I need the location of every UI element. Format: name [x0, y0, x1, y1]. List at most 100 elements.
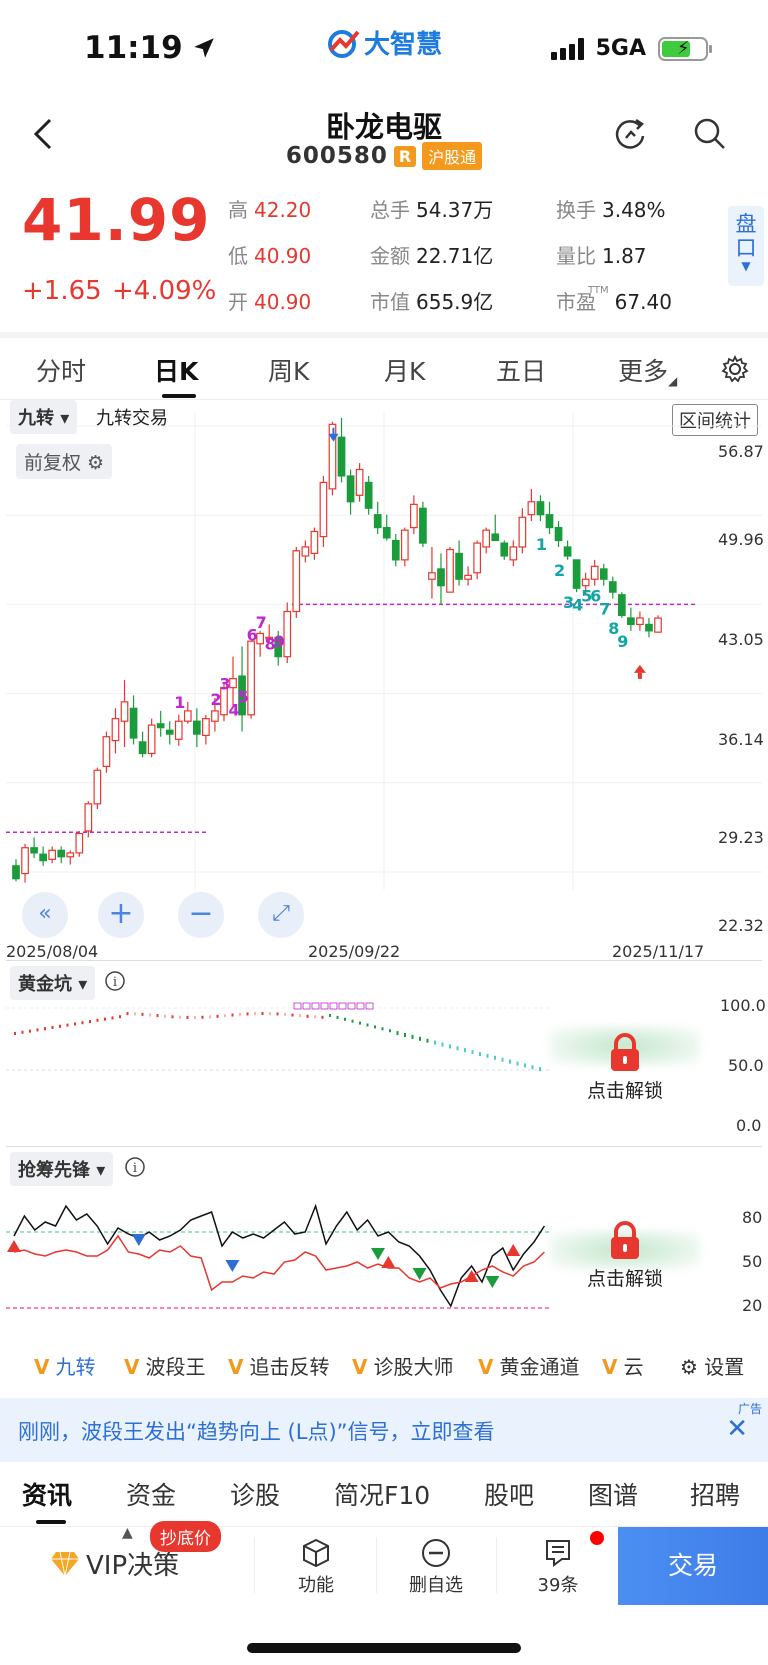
info-tab-f10[interactable]: 简况F10	[334, 1481, 431, 1510]
adjust-selector[interactable]: 前复权 ⚙	[16, 444, 113, 479]
indicator-name: 九转交易	[96, 408, 168, 429]
pankou-button[interactable]: 盘口 ▼	[728, 206, 764, 286]
info-tab-funds[interactable]: 资金	[126, 1481, 177, 1510]
candle	[536, 495, 545, 522]
sub1-unlock[interactable]: 点击解锁	[550, 1026, 700, 1103]
info-tab-graph[interactable]: 图谱	[588, 1481, 639, 1510]
info-tab-jobs[interactable]: 招聘	[690, 1481, 741, 1510]
stock-code-row: 600580 R 沪股通	[0, 142, 768, 170]
refresh-icon[interactable]	[610, 114, 650, 154]
tool-zhengu[interactable]: V 诊股大师	[352, 1355, 454, 1379]
candle-body	[39, 853, 47, 862]
fullscreen-button[interactable]: ⤢	[258, 892, 304, 938]
messages-button[interactable]: 39条	[518, 1535, 598, 1597]
badge-exchange[interactable]: 沪股通	[422, 142, 483, 170]
candle-body	[554, 526, 563, 542]
close-icon[interactable]: ✕	[726, 1414, 748, 1444]
candle-body	[93, 769, 102, 805]
td-count-label: 6	[590, 587, 601, 606]
candle-body	[627, 617, 635, 626]
tab-monthly-k[interactable]: 月K	[384, 357, 426, 386]
back-icon[interactable]	[28, 114, 58, 154]
candle	[247, 640, 255, 719]
tab-weekly-k[interactable]: 周K	[268, 357, 310, 386]
info-tab-diagnosis[interactable]: 诊股	[230, 1481, 281, 1510]
sub1-box-mark	[365, 1002, 374, 1010]
candle-body	[654, 617, 662, 633]
sub1-dot	[224, 1014, 226, 1018]
indicator-selector[interactable]: 九转 ▾	[10, 400, 78, 434]
sub1-dot	[426, 1038, 429, 1043]
candle-body	[120, 701, 129, 722]
func-button[interactable]: 功能	[276, 1535, 356, 1597]
td-count-label: 4	[572, 596, 583, 615]
sub2-sell-marker	[131, 1234, 146, 1246]
candle-body	[138, 741, 147, 755]
candle-body	[400, 529, 409, 561]
chart-settings-icon[interactable]	[720, 354, 750, 384]
sub1-dot	[261, 1012, 264, 1015]
trade-button[interactable]: 交易	[618, 1527, 768, 1605]
candle-body	[174, 720, 183, 740]
zoom-in-button[interactable]: +	[98, 892, 144, 938]
tool-boduanwang[interactable]: V 波段王	[124, 1355, 206, 1379]
candle-body	[337, 436, 346, 477]
candle	[464, 566, 472, 586]
sub1-dot	[21, 1030, 24, 1034]
svg-text:i: i	[113, 975, 117, 990]
quote-open: 开 40.90	[228, 290, 312, 314]
sub1-dot	[314, 1015, 316, 1019]
info-tab-news[interactable]: 资讯	[22, 1481, 73, 1510]
tab-five-day[interactable]: 五日	[496, 357, 547, 386]
sub1-info-icon[interactable]: i	[104, 970, 126, 992]
tab-daily-k[interactable]: 日K	[154, 357, 199, 386]
candle	[310, 527, 319, 560]
sub1-dot	[81, 1021, 84, 1025]
ad-banner[interactable]: 刚刚，波段王发出“趋势向上 (L点)”信号，立即查看 广告 ✕	[0, 1398, 768, 1462]
td-count-label: 5	[238, 688, 249, 707]
vip-decision-button[interactable]: VIP决策	[50, 1545, 179, 1582]
sub1-dot	[74, 1022, 76, 1026]
candle	[355, 463, 364, 502]
candle	[211, 697, 219, 732]
sub1-dot	[209, 1015, 211, 1019]
sub2-info-icon[interactable]: i	[124, 1156, 146, 1178]
quote-high: 高 42.20	[228, 198, 312, 222]
tab-intraday[interactable]: 分时	[36, 357, 87, 386]
tool-jiuzhuan[interactable]: V 九转	[34, 1355, 96, 1379]
tool-settings[interactable]: ⚙ 设置	[676, 1351, 745, 1380]
tool-huangjin[interactable]: V 黄金通道	[478, 1355, 580, 1379]
bottom-divider	[254, 1537, 255, 1593]
scroll-left-button[interactable]: «	[22, 892, 68, 938]
sub1-selector[interactable]: 黄金坑 ▾	[10, 966, 96, 1000]
sub1-dot	[299, 1014, 301, 1018]
chat-icon	[546, 1540, 570, 1567]
candle-body	[527, 501, 536, 516]
candle-body	[636, 617, 644, 626]
sub1-box-mark	[311, 1002, 320, 1010]
candle	[400, 527, 409, 567]
candle-body	[84, 803, 93, 832]
candle	[39, 846, 47, 866]
ad-text[interactable]: 刚刚，波段王发出“趋势向上 (L点)”信号，立即查看	[18, 1420, 495, 1444]
tool-zhuiji[interactable]: V 追击反转	[228, 1355, 330, 1379]
candle-body	[202, 718, 210, 737]
sub2-selector[interactable]: 抢筹先锋 ▾	[10, 1152, 114, 1186]
candle-body	[608, 581, 617, 593]
remove-watchlist-button[interactable]: 删自选	[396, 1535, 476, 1597]
candle-body	[21, 847, 29, 875]
network-label: 5GA	[595, 36, 646, 61]
candle	[337, 417, 346, 483]
zoom-out-button[interactable]: −	[178, 892, 224, 938]
range-stats-button[interactable]: 区间统计	[672, 404, 758, 436]
sub2-unlock[interactable]: 点击解锁	[550, 1220, 700, 1291]
tab-more[interactable]: 更多◢	[618, 357, 678, 388]
search-icon[interactable]	[690, 114, 730, 154]
info-tab-forum[interactable]: 股吧	[484, 1481, 535, 1510]
sub1-box-mark	[329, 1002, 338, 1010]
sub1-dot	[329, 1014, 331, 1017]
